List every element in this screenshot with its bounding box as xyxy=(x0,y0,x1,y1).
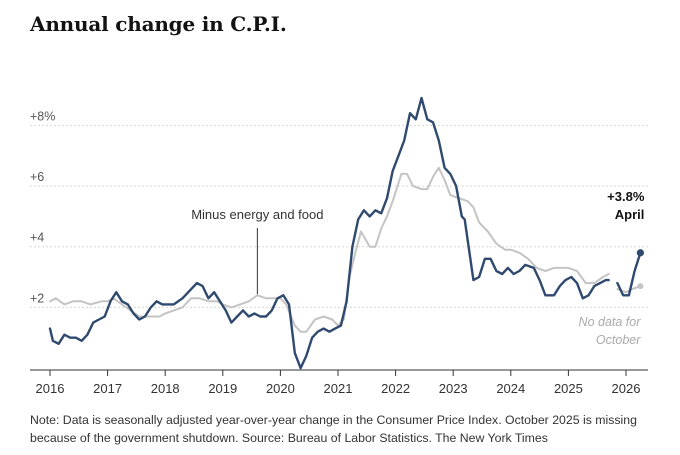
x-axis: 2016 2017 2018 2019 2020 2021 2022 2023 2024 2025… xyxy=(36,370,641,396)
gap-note-line-1: No data for xyxy=(579,315,642,329)
y-tick-label: +6 xyxy=(30,170,44,184)
gap-note-line-2: October xyxy=(596,333,641,347)
x-tick-label: 2019 xyxy=(208,381,237,396)
y-axis: +2 +4 +6 +8% xyxy=(30,109,55,305)
x-tick-label: 2026 xyxy=(612,381,641,396)
endpoint-value-label: +3.8% xyxy=(607,189,645,204)
x-tick-label: 2023 xyxy=(439,381,468,396)
x-tick-label: 2025 xyxy=(554,381,583,396)
series-lines xyxy=(48,96,645,370)
y-tick-label: +4 xyxy=(30,231,44,245)
x-tick-label: 2016 xyxy=(36,381,65,396)
x-tick-label: 2020 xyxy=(266,381,295,396)
grid-lines xyxy=(30,124,648,308)
core-series-line-segment-1 xyxy=(48,96,610,370)
chart-note: Note: Data is seasonally adjusted year-o… xyxy=(30,413,637,445)
chart-title: Annual change in C.P.I. xyxy=(30,12,287,36)
x-tick-label: 2022 xyxy=(381,381,410,396)
endpoint-month-label: April xyxy=(615,207,645,222)
x-tick-label: 2024 xyxy=(496,381,525,396)
x-tick-label: 2018 xyxy=(151,381,180,396)
cpi-line-chart: +2+4+6+8% 2016 2017 2018 2019 2020 2021 2022 20… xyxy=(30,96,648,396)
core-series-line-segment-2 xyxy=(616,251,642,297)
y-tick-label: +8% xyxy=(30,109,55,123)
headline-endpoint-marker xyxy=(637,283,644,290)
core-series-label: Minus energy and food xyxy=(191,207,323,222)
x-tick-label: 2017 xyxy=(93,381,122,396)
headline-series-line-segment-1 xyxy=(49,166,610,333)
x-tick-label: 2021 xyxy=(324,381,353,396)
y-tick-label: +2 xyxy=(30,291,44,305)
core-endpoint-marker xyxy=(636,249,645,257)
annotations: Minus energy and food +3.8% April No dat… xyxy=(191,189,645,347)
